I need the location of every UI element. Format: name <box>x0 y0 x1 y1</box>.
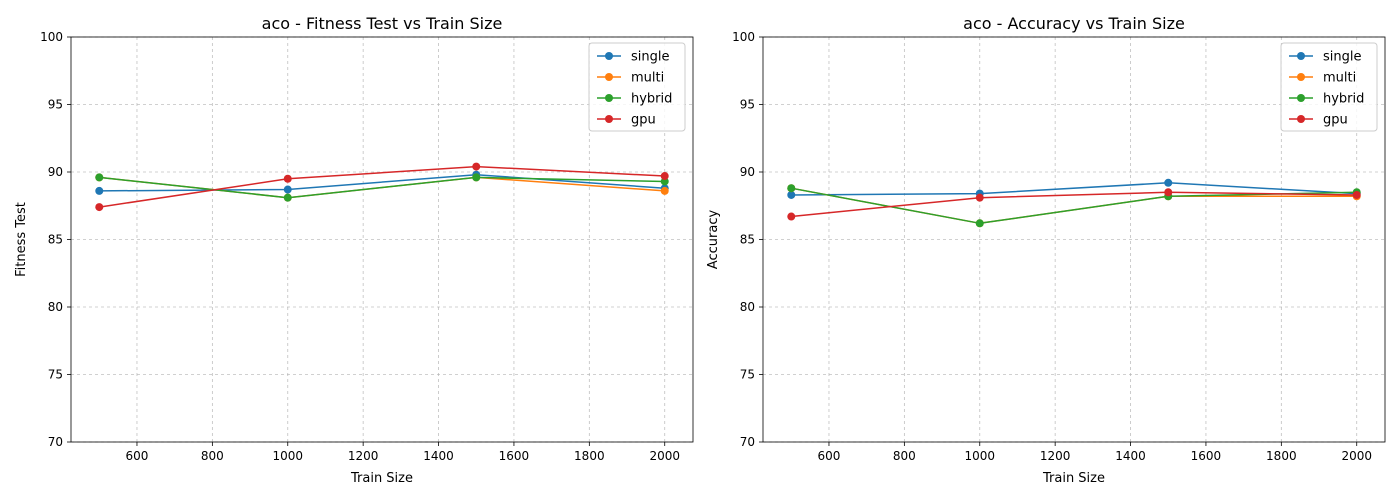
x-tick-label: 1400 <box>423 449 454 463</box>
x-tick-label: 1600 <box>499 449 530 463</box>
data-point-hybrid <box>787 184 796 193</box>
x-tick-label: 800 <box>893 449 916 463</box>
chart-title: aco - Accuracy vs Train Size <box>963 14 1185 33</box>
series-gpu <box>787 188 1361 221</box>
x-tick-label: 1800 <box>574 449 605 463</box>
data-point-hybrid <box>283 193 292 202</box>
y-tick-label: 75 <box>740 368 755 382</box>
legend-marker <box>605 73 613 81</box>
legend-item-multi: multi <box>1289 71 1356 86</box>
y-tick-label: 70 <box>48 435 63 449</box>
data-point-gpu <box>95 203 104 212</box>
series-line-gpu <box>99 165 665 208</box>
data-point-gpu <box>1352 190 1361 199</box>
y-tick-label: 95 <box>48 98 63 112</box>
legend-box <box>1280 42 1378 132</box>
x-tick-label: 600 <box>818 449 841 463</box>
x-tick-label: 800 <box>201 449 224 463</box>
data-point-gpu <box>283 174 292 183</box>
legend-label: gpu <box>1323 113 1348 128</box>
data-point-gpu <box>472 162 481 171</box>
data-point-single <box>787 190 796 199</box>
axes-frame <box>762 36 1386 443</box>
y-tick-label: 70 <box>740 435 755 449</box>
series-line-single <box>99 173 665 192</box>
data-point-gpu <box>975 193 984 202</box>
data-point-gpu <box>660 172 669 181</box>
legend-marker <box>1297 94 1305 102</box>
y-tick-label: 100 <box>40 30 63 44</box>
legend-label: gpu <box>631 113 656 128</box>
x-tick-label: 1800 <box>1266 449 1297 463</box>
data-point-single <box>95 186 104 195</box>
series-line-single <box>791 182 1357 196</box>
legend-label: multi <box>631 71 664 86</box>
series-hybrid <box>95 173 669 202</box>
legend-item-hybrid: hybrid <box>597 92 672 107</box>
series-line-gpu <box>791 191 1357 218</box>
data-point-gpu <box>787 212 796 221</box>
data-point-hybrid <box>975 219 984 228</box>
legend-item-hybrid: hybrid <box>1289 92 1364 107</box>
legend-label: single <box>1323 50 1362 65</box>
x-tick-label: 600 <box>126 449 149 463</box>
legend-box <box>588 42 686 132</box>
legend-marker <box>1297 115 1305 123</box>
chart-panel-2: 600 800 1000 1200 1400 1600 1800 2000 70 75 80 85 90… <box>706 14 1386 486</box>
legend-item-gpu: gpu <box>597 113 656 128</box>
y-tick-label: 85 <box>740 233 755 247</box>
x-tick-label: 2000 <box>649 449 680 463</box>
chart-title: aco - Fitness Test vs Train Size <box>262 14 503 33</box>
legend-marker <box>605 52 613 60</box>
y-tick-label: 90 <box>48 165 63 179</box>
legend: single multi hybrid gpu <box>1280 42 1378 132</box>
x-tick-label: 1600 <box>1191 449 1222 463</box>
legend: single multi hybrid gpu <box>588 42 686 132</box>
legend-label: single <box>631 50 670 65</box>
legend-item-gpu: gpu <box>1289 113 1348 128</box>
legend-marker <box>1297 73 1305 81</box>
series-gpu <box>95 162 669 212</box>
legend-marker <box>605 115 613 123</box>
y-tick-label: 90 <box>740 165 755 179</box>
legend-item-multi: multi <box>597 71 664 86</box>
x-tick-label: 1200 <box>1040 449 1071 463</box>
legend-label: hybrid <box>1323 92 1364 107</box>
legend-marker <box>1297 52 1305 60</box>
y-axis-label: Accuracy <box>706 210 721 270</box>
series-line-hybrid <box>99 176 665 199</box>
x-tick-label: 1000 <box>964 449 995 463</box>
x-tick-label: 1000 <box>272 449 303 463</box>
x-tick-label: 2000 <box>1341 449 1372 463</box>
legend-item-single: single <box>1289 50 1362 65</box>
data-point-multi <box>660 186 669 195</box>
legend-label: hybrid <box>631 92 672 107</box>
legend-label: multi <box>1323 71 1356 86</box>
legend-item-single: single <box>597 50 670 65</box>
chart-panel-1: 600 800 1000 1200 1400 1600 1800 2000 70 75 80 85 90… <box>14 14 694 486</box>
legend-marker <box>605 94 613 102</box>
y-tick-label: 85 <box>48 233 63 247</box>
y-tick-label: 80 <box>740 300 755 314</box>
y-tick-label: 80 <box>48 300 63 314</box>
x-axis-label: Train Size <box>1042 471 1105 486</box>
x-axis-label: Train Size <box>350 471 413 486</box>
x-tick-label: 1400 <box>1115 449 1146 463</box>
y-tick-label: 95 <box>740 98 755 112</box>
data-point-hybrid <box>95 173 104 182</box>
data-point-single <box>1164 178 1173 187</box>
data-point-single <box>283 185 292 194</box>
y-axis-label: Fitness Test <box>14 202 29 277</box>
data-point-hybrid <box>472 173 481 182</box>
x-tick-label: 1200 <box>348 449 379 463</box>
y-tick-label: 75 <box>48 368 63 382</box>
data-point-gpu <box>1164 188 1173 197</box>
axes-frame <box>70 36 694 443</box>
y-tick-label: 100 <box>732 30 755 44</box>
